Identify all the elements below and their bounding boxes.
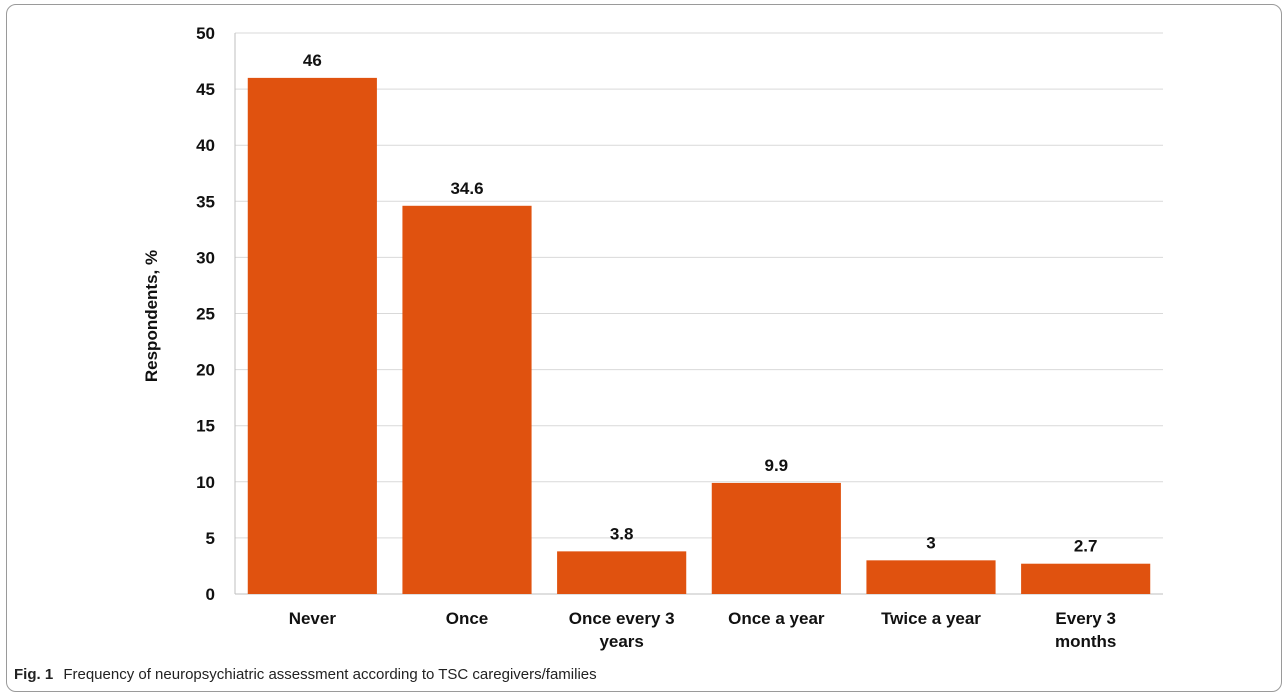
x-tick-label: Every 3 [1055,609,1116,628]
y-tick-label: 5 [206,529,215,548]
bar [557,551,687,594]
bar [711,482,841,594]
y-tick-label: 0 [206,585,215,604]
data-label: 2.7 [1074,537,1098,556]
bar [247,77,377,594]
bar [866,560,996,594]
figure-number: Fig. 1 [14,666,54,683]
y-tick-label: 30 [196,248,215,267]
y-tick-label: 50 [196,24,215,43]
gridlines [235,32,1163,539]
data-label: 34.6 [450,179,483,198]
x-tick-label: Never [289,609,337,628]
y-tick-label: 20 [196,361,215,380]
axes [234,33,1163,595]
x-tick-label: Once every 3 [569,609,675,628]
x-tick-label: Once a year [728,609,825,628]
figure-caption: Fig. 1 Frequency of neuropsychiatric ass… [14,666,597,683]
bars [247,77,1151,594]
y-tick-label: 40 [196,136,215,155]
data-label: 3 [926,533,935,552]
bar-chart: 0 5 10 15 20 25 30 35 40 45 50 46 Never 34.6 Once 3.8 On… [142,24,1163,651]
labels: 0 5 10 15 20 25 30 35 40 45 50 46 Never 34.6 Once 3.8 On… [196,24,1116,651]
data-label: 46 [303,51,322,70]
bar [402,205,532,594]
x-tick-label: years [599,632,643,651]
data-label: 9.9 [765,456,789,475]
x-tick-label: Once [446,609,489,628]
y-tick-label: 10 [196,473,215,492]
x-tick-label: months [1055,632,1116,651]
y-tick-label: 35 [196,192,215,211]
y-tick-label: 15 [196,417,215,436]
x-tick-label: Twice a year [881,609,981,628]
bar [1021,563,1151,594]
y-axis-title: Respondents, % [142,250,161,382]
y-tick-label: 25 [196,305,215,324]
y-tick-label: 45 [196,80,215,99]
figure-caption-text: Frequency of neuropsychiatric assessment… [63,666,597,683]
data-label: 3.8 [610,524,634,543]
